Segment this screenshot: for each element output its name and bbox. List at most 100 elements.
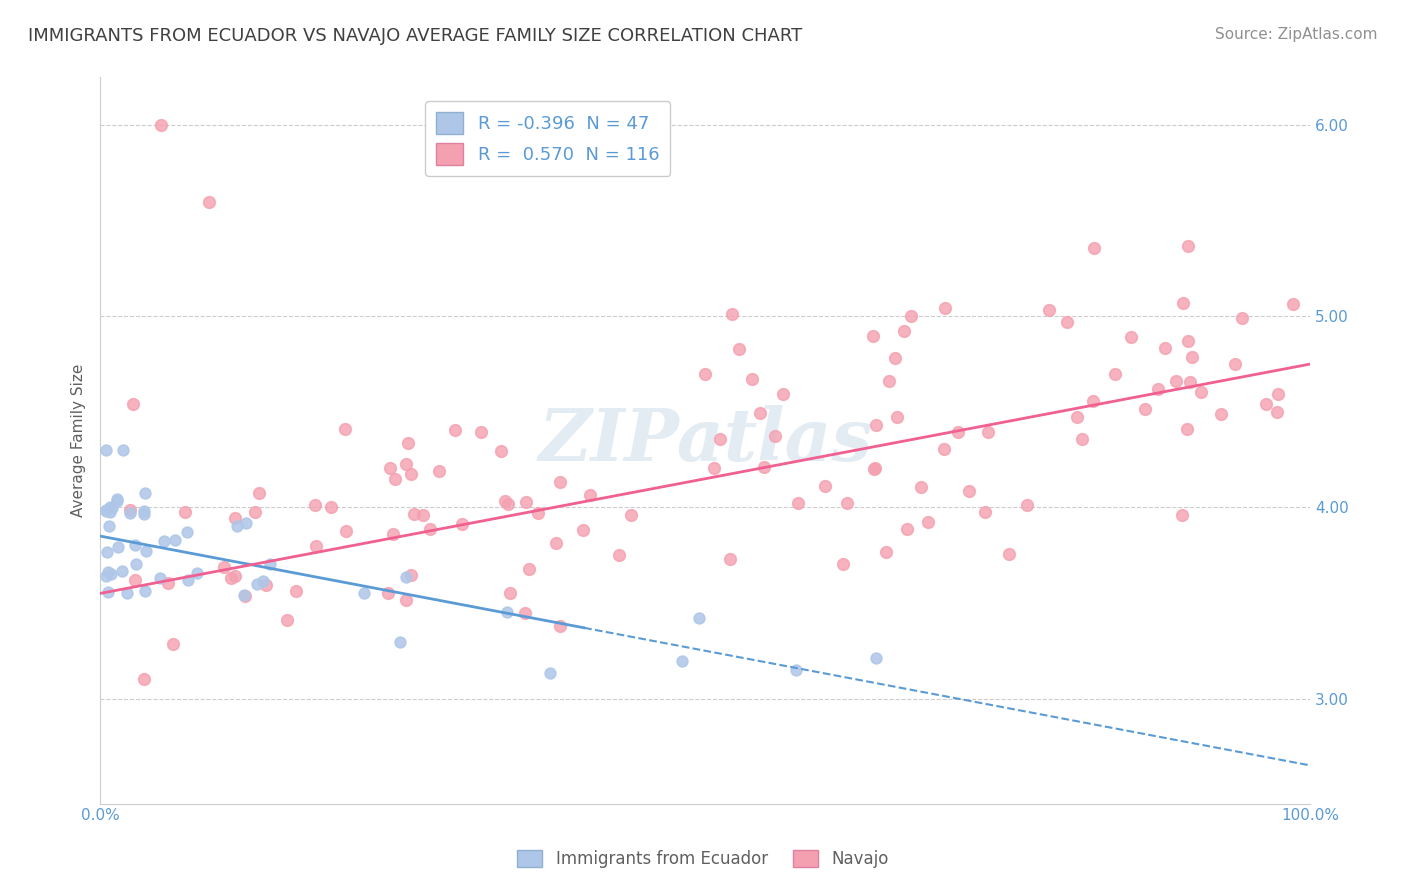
Point (377, 586, 399, 600)
Point (174, 505, 197, 519)
Point (910, 480, 932, 494)
Point (1083, 241, 1105, 255)
Point (1038, 303, 1060, 318)
Point (932, 442, 955, 457)
Point (132, 672, 155, 686)
Point (620, 508, 643, 523)
Legend: R = -0.396  N = 47, R =  0.570  N = 116: R = -0.396 N = 47, R = 0.570 N = 116 (426, 101, 671, 176)
Point (100, 500, 122, 515)
Point (1146, 382, 1168, 396)
Point (246, 577, 269, 591)
Point (98, 519, 121, 533)
Point (1056, 315, 1078, 329)
Text: ZIPatlas: ZIPatlas (538, 405, 872, 476)
Point (395, 570, 418, 584)
Text: IMMIGRANTS FROM ECUADOR VS NAVAJO AVERAGE FAMILY SIZE CORRELATION CHART: IMMIGRANTS FROM ECUADOR VS NAVAJO AVERAG… (28, 27, 803, 45)
Point (221, 571, 243, 585)
Point (105, 494, 128, 508)
Point (863, 462, 886, 476)
Point (752, 459, 775, 474)
Point (427, 464, 450, 478)
Point (247, 486, 270, 500)
Point (335, 524, 357, 539)
Point (1066, 409, 1088, 424)
Point (718, 552, 741, 566)
Point (118, 506, 141, 520)
Point (399, 467, 422, 481)
Point (550, 475, 572, 490)
Point (1265, 405, 1288, 419)
Point (98, 500, 121, 515)
Point (1232, 310, 1254, 325)
Point (105, 491, 128, 506)
Point (224, 511, 246, 525)
Point (865, 650, 887, 665)
Point (470, 425, 492, 440)
Point (134, 507, 156, 521)
Point (380, 460, 402, 475)
Point (1017, 498, 1039, 512)
Point (412, 508, 434, 522)
Point (389, 634, 412, 648)
Point (763, 429, 786, 443)
Point (381, 527, 404, 541)
Point (1178, 375, 1201, 389)
Point (402, 507, 425, 521)
Point (893, 324, 915, 338)
Point (544, 536, 567, 550)
Point (96, 544, 118, 558)
Point (572, 523, 595, 537)
Point (149, 571, 172, 585)
Point (1175, 421, 1198, 435)
Point (785, 663, 807, 677)
Point (120, 503, 142, 517)
Point (527, 506, 550, 520)
Point (1171, 295, 1194, 310)
Point (186, 566, 208, 580)
Point (1223, 358, 1246, 372)
Point (494, 494, 516, 508)
Point (703, 461, 725, 475)
Point (748, 406, 770, 420)
Point (305, 539, 328, 553)
Point (395, 592, 418, 607)
Point (419, 522, 441, 536)
Point (259, 557, 281, 571)
Point (276, 613, 298, 627)
Point (499, 586, 522, 600)
Point (96, 503, 118, 517)
Point (134, 583, 156, 598)
Point (235, 516, 257, 530)
Point (1254, 396, 1277, 410)
Point (124, 574, 146, 588)
Point (787, 496, 810, 510)
Point (285, 583, 308, 598)
Point (496, 497, 519, 511)
Point (879, 374, 901, 388)
Point (1189, 384, 1212, 399)
Point (96, 503, 118, 517)
Point (98, 505, 121, 519)
Point (1209, 407, 1232, 421)
Point (124, 538, 146, 552)
Point (832, 557, 855, 571)
Point (163, 533, 186, 547)
Point (162, 637, 184, 651)
Point (132, 504, 155, 518)
Point (111, 443, 134, 458)
Point (883, 351, 905, 365)
Point (875, 545, 897, 559)
Point (515, 494, 537, 508)
Point (491, 444, 513, 458)
Point (862, 329, 884, 343)
Point (741, 371, 763, 385)
Point (384, 472, 406, 486)
Point (1104, 367, 1126, 381)
Point (1282, 296, 1305, 310)
Point (946, 425, 969, 439)
Point (176, 525, 198, 540)
Point (1181, 350, 1204, 364)
Point (135, 544, 157, 558)
Point (865, 418, 887, 433)
Point (97, 585, 120, 599)
